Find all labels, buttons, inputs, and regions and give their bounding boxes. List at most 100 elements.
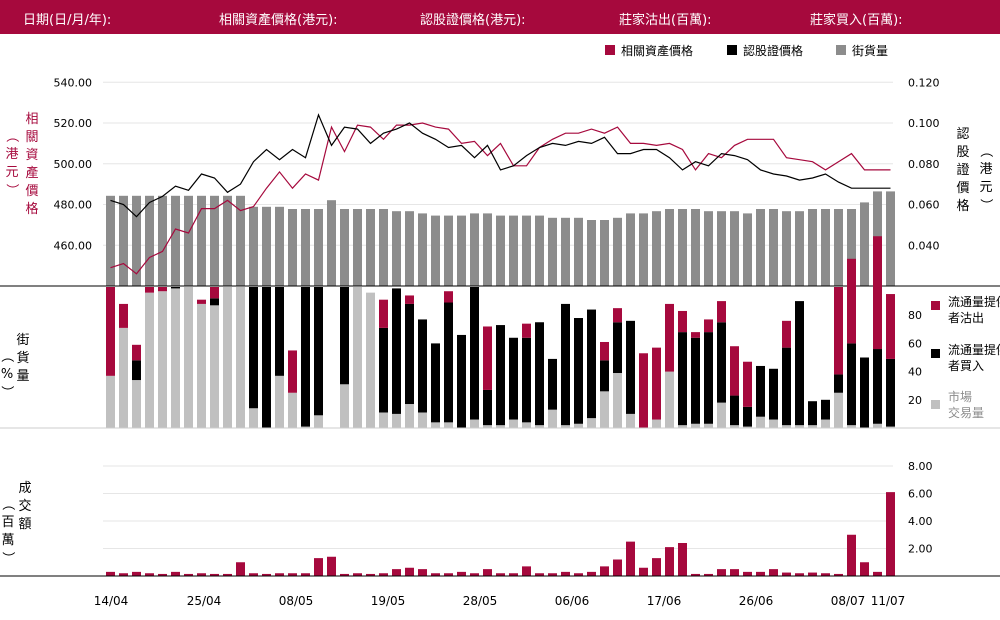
- market-volume-bar: [145, 292, 154, 428]
- header-date-label: 日期(日/月/年):: [23, 13, 112, 28]
- market-volume-bar: [236, 287, 245, 428]
- lp-buy-bar: [808, 401, 817, 426]
- market-volume-bar: [119, 327, 128, 428]
- right-price-title-char: 格: [956, 198, 969, 214]
- right-price-title-unit-char: （: [978, 144, 993, 157]
- lp-sell-bar: [600, 341, 609, 361]
- turnover-bar: [509, 573, 518, 576]
- x-axis-tick: 08/05: [279, 594, 314, 608]
- lp-sell-bar: [444, 291, 453, 303]
- outstanding-bar: [717, 211, 726, 286]
- lp-buy-bar: [470, 287, 479, 420]
- lp-buy-bar: [561, 303, 570, 426]
- lp-buy-bar: [821, 399, 830, 420]
- lp-sell-bar: [288, 350, 297, 393]
- lp-sell-bar: [652, 347, 661, 420]
- outstanding-bar: [834, 209, 843, 286]
- right-axis-tick: 0.060: [908, 199, 940, 212]
- turnover-bar: [704, 573, 713, 576]
- outstanding-bar: [626, 213, 635, 286]
- lp-buy-bar: [210, 298, 219, 306]
- outstanding-bar: [366, 209, 375, 286]
- lp-buy-bar: [691, 337, 700, 424]
- lp-sell-bar: [730, 346, 739, 396]
- outstanding-bar: [795, 211, 804, 286]
- outstanding-bar: [145, 195, 154, 286]
- outstanding-bar: [132, 195, 141, 286]
- turnover-bar: [418, 569, 427, 576]
- turnover-bar: [210, 573, 219, 576]
- turnover-bar: [795, 573, 804, 576]
- left-axis-tick: 520.00: [54, 117, 93, 130]
- market-volume-bar: [769, 419, 778, 428]
- lp-buy-bar: [171, 287, 180, 289]
- header-underlying-label: 相關資產價格(港元):: [219, 13, 338, 28]
- outstanding-bar: [600, 220, 609, 286]
- turnover-bar: [834, 573, 843, 576]
- outstanding-bar: [691, 209, 700, 286]
- outstanding-bar: [379, 209, 388, 286]
- outstanding-bar: [327, 200, 336, 286]
- lp-buy-bar: [301, 287, 310, 427]
- market-volume-bar: [730, 425, 739, 428]
- lp-buy-bar: [509, 337, 518, 420]
- market-volume-bar: [431, 422, 440, 428]
- turnover-bar: [535, 573, 544, 576]
- market-volume-bar: [665, 371, 674, 428]
- turnover-title-unit: （ 百萬 ）: [0, 497, 15, 564]
- lp-sell-bar: [613, 308, 622, 323]
- lp-buy-bar: [873, 349, 882, 424]
- lp-sell-bar: [639, 353, 648, 428]
- outstanding-bar: [392, 211, 401, 286]
- x-axis-tick: 17/06: [647, 594, 682, 608]
- x-axis-tick: 25/04: [187, 594, 222, 608]
- outstanding-bar: [535, 215, 544, 286]
- market-volume-bar: [847, 425, 856, 428]
- lp-sell-bar: [197, 299, 206, 304]
- legend-market-label: 市場: [948, 389, 972, 404]
- market-volume-bar: [873, 423, 882, 428]
- outstanding-bar: [223, 195, 232, 286]
- turnover-bar: [730, 569, 739, 576]
- market-volume-bar: [548, 409, 557, 428]
- lp-buy-bar: [860, 357, 869, 428]
- header-bar: 日期(日/月/年): 相關資產價格(港元): 認股證價格(港元): 莊家沽出(百…: [0, 0, 1000, 34]
- turnover-bar: [847, 534, 856, 576]
- lp-buy-bar: [613, 322, 622, 374]
- legend-warrant-label: 認股證價格: [743, 43, 803, 58]
- legend-market-label-cont: 交易量: [948, 405, 984, 420]
- market-volume-bar: [223, 287, 232, 428]
- lp-buy-bar: [717, 322, 726, 403]
- market-volume-bar: [704, 423, 713, 428]
- turnover-title-unit-char: ）: [0, 551, 15, 564]
- turnover-bar: [756, 571, 765, 576]
- market-volume-bar: [652, 419, 661, 428]
- market-volume-bar: [691, 423, 700, 428]
- outstanding-bar: [561, 217, 570, 286]
- turnover-bar: [470, 573, 479, 576]
- right-axis-tick: 0.040: [908, 239, 940, 252]
- turnover-bar: [678, 543, 687, 576]
- lp-buy-bar: [340, 287, 349, 385]
- turnover-bar: [340, 573, 349, 576]
- outstanding-bar: [821, 209, 830, 286]
- turnover-bar: [561, 571, 570, 576]
- legend-sell-label: 流通量提供: [948, 294, 1000, 309]
- lp-buy-bar: [756, 365, 765, 417]
- lp-sell-bar: [665, 303, 674, 372]
- outstanding-title-char: 量: [16, 369, 29, 384]
- turnover-bar: [392, 569, 401, 576]
- lp-buy-bar: [535, 322, 544, 426]
- market-volume-bar: [197, 303, 206, 428]
- right-price-title-char: 股: [956, 145, 969, 160]
- x-axis-tick: 28/05: [463, 594, 498, 608]
- lp-buy-bar: [587, 309, 596, 419]
- header-warrant-label: 認股證價格(港元):: [420, 13, 526, 28]
- lp-sell-bar: [847, 258, 856, 344]
- turnover-bar: [600, 566, 609, 576]
- turnover-bar: [548, 573, 557, 576]
- left-price-title-unit-char: ）: [4, 183, 19, 196]
- share-axis-tick: 40: [908, 366, 922, 379]
- lp-buy-bar: [834, 374, 843, 393]
- lp-sell-bar: [405, 295, 414, 304]
